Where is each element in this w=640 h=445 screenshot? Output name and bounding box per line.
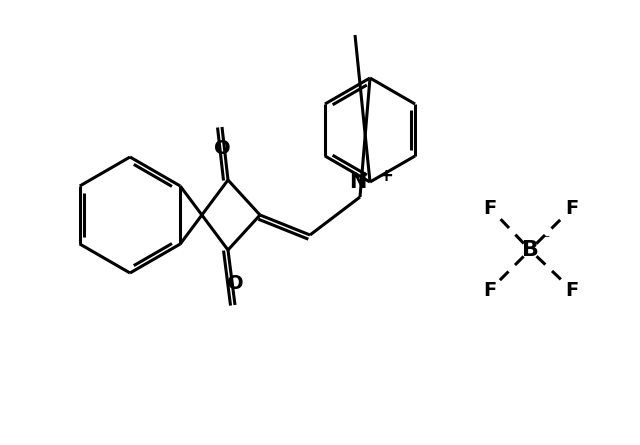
- Text: O: O: [214, 139, 230, 158]
- Text: B: B: [522, 240, 538, 260]
- Text: F: F: [565, 198, 579, 218]
- Text: ⁻: ⁻: [541, 232, 550, 250]
- Text: F: F: [483, 280, 497, 299]
- Text: F: F: [565, 280, 579, 299]
- Text: +: +: [378, 167, 393, 185]
- Text: F: F: [483, 198, 497, 218]
- Text: O: O: [227, 274, 243, 293]
- Text: N: N: [349, 172, 366, 192]
